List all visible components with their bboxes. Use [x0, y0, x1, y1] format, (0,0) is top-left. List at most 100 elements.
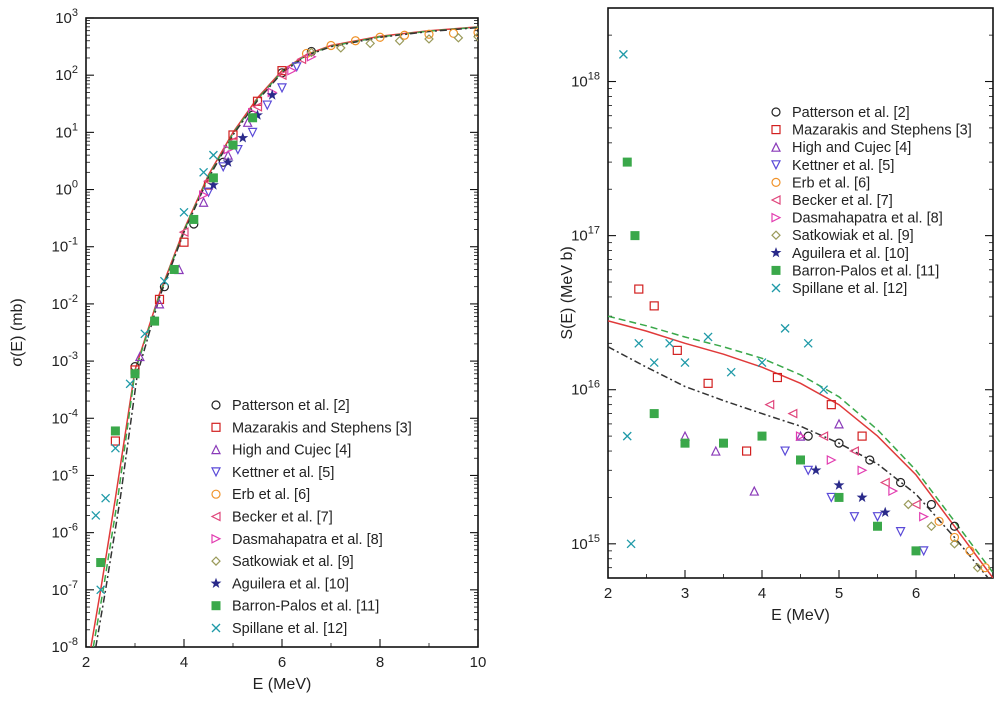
fit-curve-dashed [608, 315, 993, 574]
legend-item: Dasmahapatra et al. [8] [771, 211, 943, 227]
data-point [834, 438, 844, 448]
cross-section-chart: 10-8 10-7 10-6 10-5 10-4 10-3 10-2 10-1 100 101 10… [9, 7, 486, 693]
data-point [110, 436, 121, 446]
legend-item: Aguilera et al. [10] [770, 246, 909, 262]
data-point [622, 157, 632, 167]
data-point [306, 51, 317, 62]
data-point [159, 282, 169, 292]
legend-label: Kettner et al. [5] [232, 465, 334, 481]
x-tick-label: 2 [82, 654, 90, 671]
data-point [473, 31, 478, 42]
data-point [203, 187, 214, 198]
y-axis-title: σ(E) (mb) [9, 298, 26, 367]
legend-item: Erb et al. [6] [771, 175, 870, 191]
data-point [291, 62, 302, 73]
data-point [287, 65, 298, 76]
data-point [795, 430, 806, 441]
data-point [350, 36, 361, 46]
data-point [262, 100, 273, 111]
data-point [179, 207, 189, 217]
legend-label: High and Cujec [4] [232, 443, 351, 459]
legend-item: Mazarakis and Stephens [3] [211, 420, 412, 436]
legend-marker [771, 283, 781, 293]
data-point [622, 431, 632, 441]
data-point [140, 329, 150, 339]
y-tick-label: 10-8 [52, 636, 78, 656]
legend-marker [771, 212, 782, 223]
legend-item: Erb et al. [6] [211, 487, 310, 503]
data-point [179, 237, 189, 247]
data-point [110, 443, 120, 453]
legend-marker [211, 444, 221, 455]
legend-item: Spillane et al. [12] [771, 281, 907, 297]
legend-marker [211, 467, 221, 478]
legend-label: Kettner et al. [5] [792, 158, 894, 174]
data-layer [90, 26, 478, 647]
data-point [178, 227, 189, 238]
data-point [926, 521, 937, 532]
data-point [232, 144, 243, 155]
data-point [159, 276, 169, 286]
legend-marker [211, 556, 221, 566]
legend-marker [211, 601, 221, 611]
legend-label: Patterson et al. [2] [792, 105, 910, 121]
legend-label: Barron-Palos et al. [11] [232, 599, 379, 615]
minor-ticks [86, 20, 478, 631]
data-point [826, 400, 836, 410]
data-point [764, 399, 775, 410]
legend-label: Mazarakis and Stephens [3] [792, 123, 972, 139]
data-point [972, 562, 983, 573]
legend-label: Dasmahapatra et al. [8] [232, 532, 383, 548]
data-point [223, 144, 234, 155]
x-tick-label: 4 [758, 585, 766, 602]
data-point [306, 46, 316, 57]
legend-item: Patterson et al. [2] [771, 105, 910, 121]
data-point [301, 48, 312, 59]
x-tick-label: 2 [604, 585, 612, 602]
legend-item: Mazarakis and Stephens [3] [771, 123, 972, 139]
y-tick-label: 1018 [571, 71, 600, 91]
data-point [248, 113, 258, 123]
data-point [189, 214, 199, 224]
data-point [949, 521, 960, 531]
data-point [375, 32, 385, 42]
legend-label: Spillane et al. [12] [792, 281, 907, 297]
data-point [649, 301, 659, 311]
data-layer [608, 49, 993, 578]
legend-label: Patterson et al. [2] [232, 398, 350, 414]
legend-label: Becker et al. [7] [792, 193, 893, 209]
x-tick-label: 6 [912, 585, 920, 602]
legend-marker [210, 577, 222, 588]
data-point [949, 532, 960, 543]
y-axis-title: S(E) (MeV b) [559, 246, 576, 339]
data-point [247, 127, 258, 138]
data-point [803, 465, 814, 476]
data-point [134, 351, 145, 362]
plot-frame [85, 17, 479, 648]
data-point [857, 431, 867, 441]
data-point [154, 298, 165, 309]
data-point [266, 89, 278, 100]
data-point [150, 316, 160, 326]
data-point [424, 29, 434, 39]
data-point [780, 446, 791, 457]
data-point [296, 54, 307, 65]
y-tick-label: 10-3 [52, 350, 78, 370]
legend-label: Satkowiak et al. [9] [232, 554, 354, 570]
data-point [110, 426, 120, 436]
data-point [849, 446, 860, 457]
data-point [665, 338, 675, 348]
data-point [169, 264, 179, 274]
data-point [895, 527, 906, 537]
data-point [399, 30, 410, 40]
data-point [826, 455, 837, 465]
data-point [242, 116, 253, 127]
data-point [895, 477, 906, 488]
legend: Patterson et al. [2] Mazarakis and Stephe… [770, 105, 972, 297]
y-tick-label: 102 [55, 64, 78, 84]
data-point [448, 28, 459, 38]
data-point [857, 465, 868, 476]
data-point [277, 83, 287, 94]
data-point [879, 477, 890, 488]
data-point [626, 539, 636, 549]
